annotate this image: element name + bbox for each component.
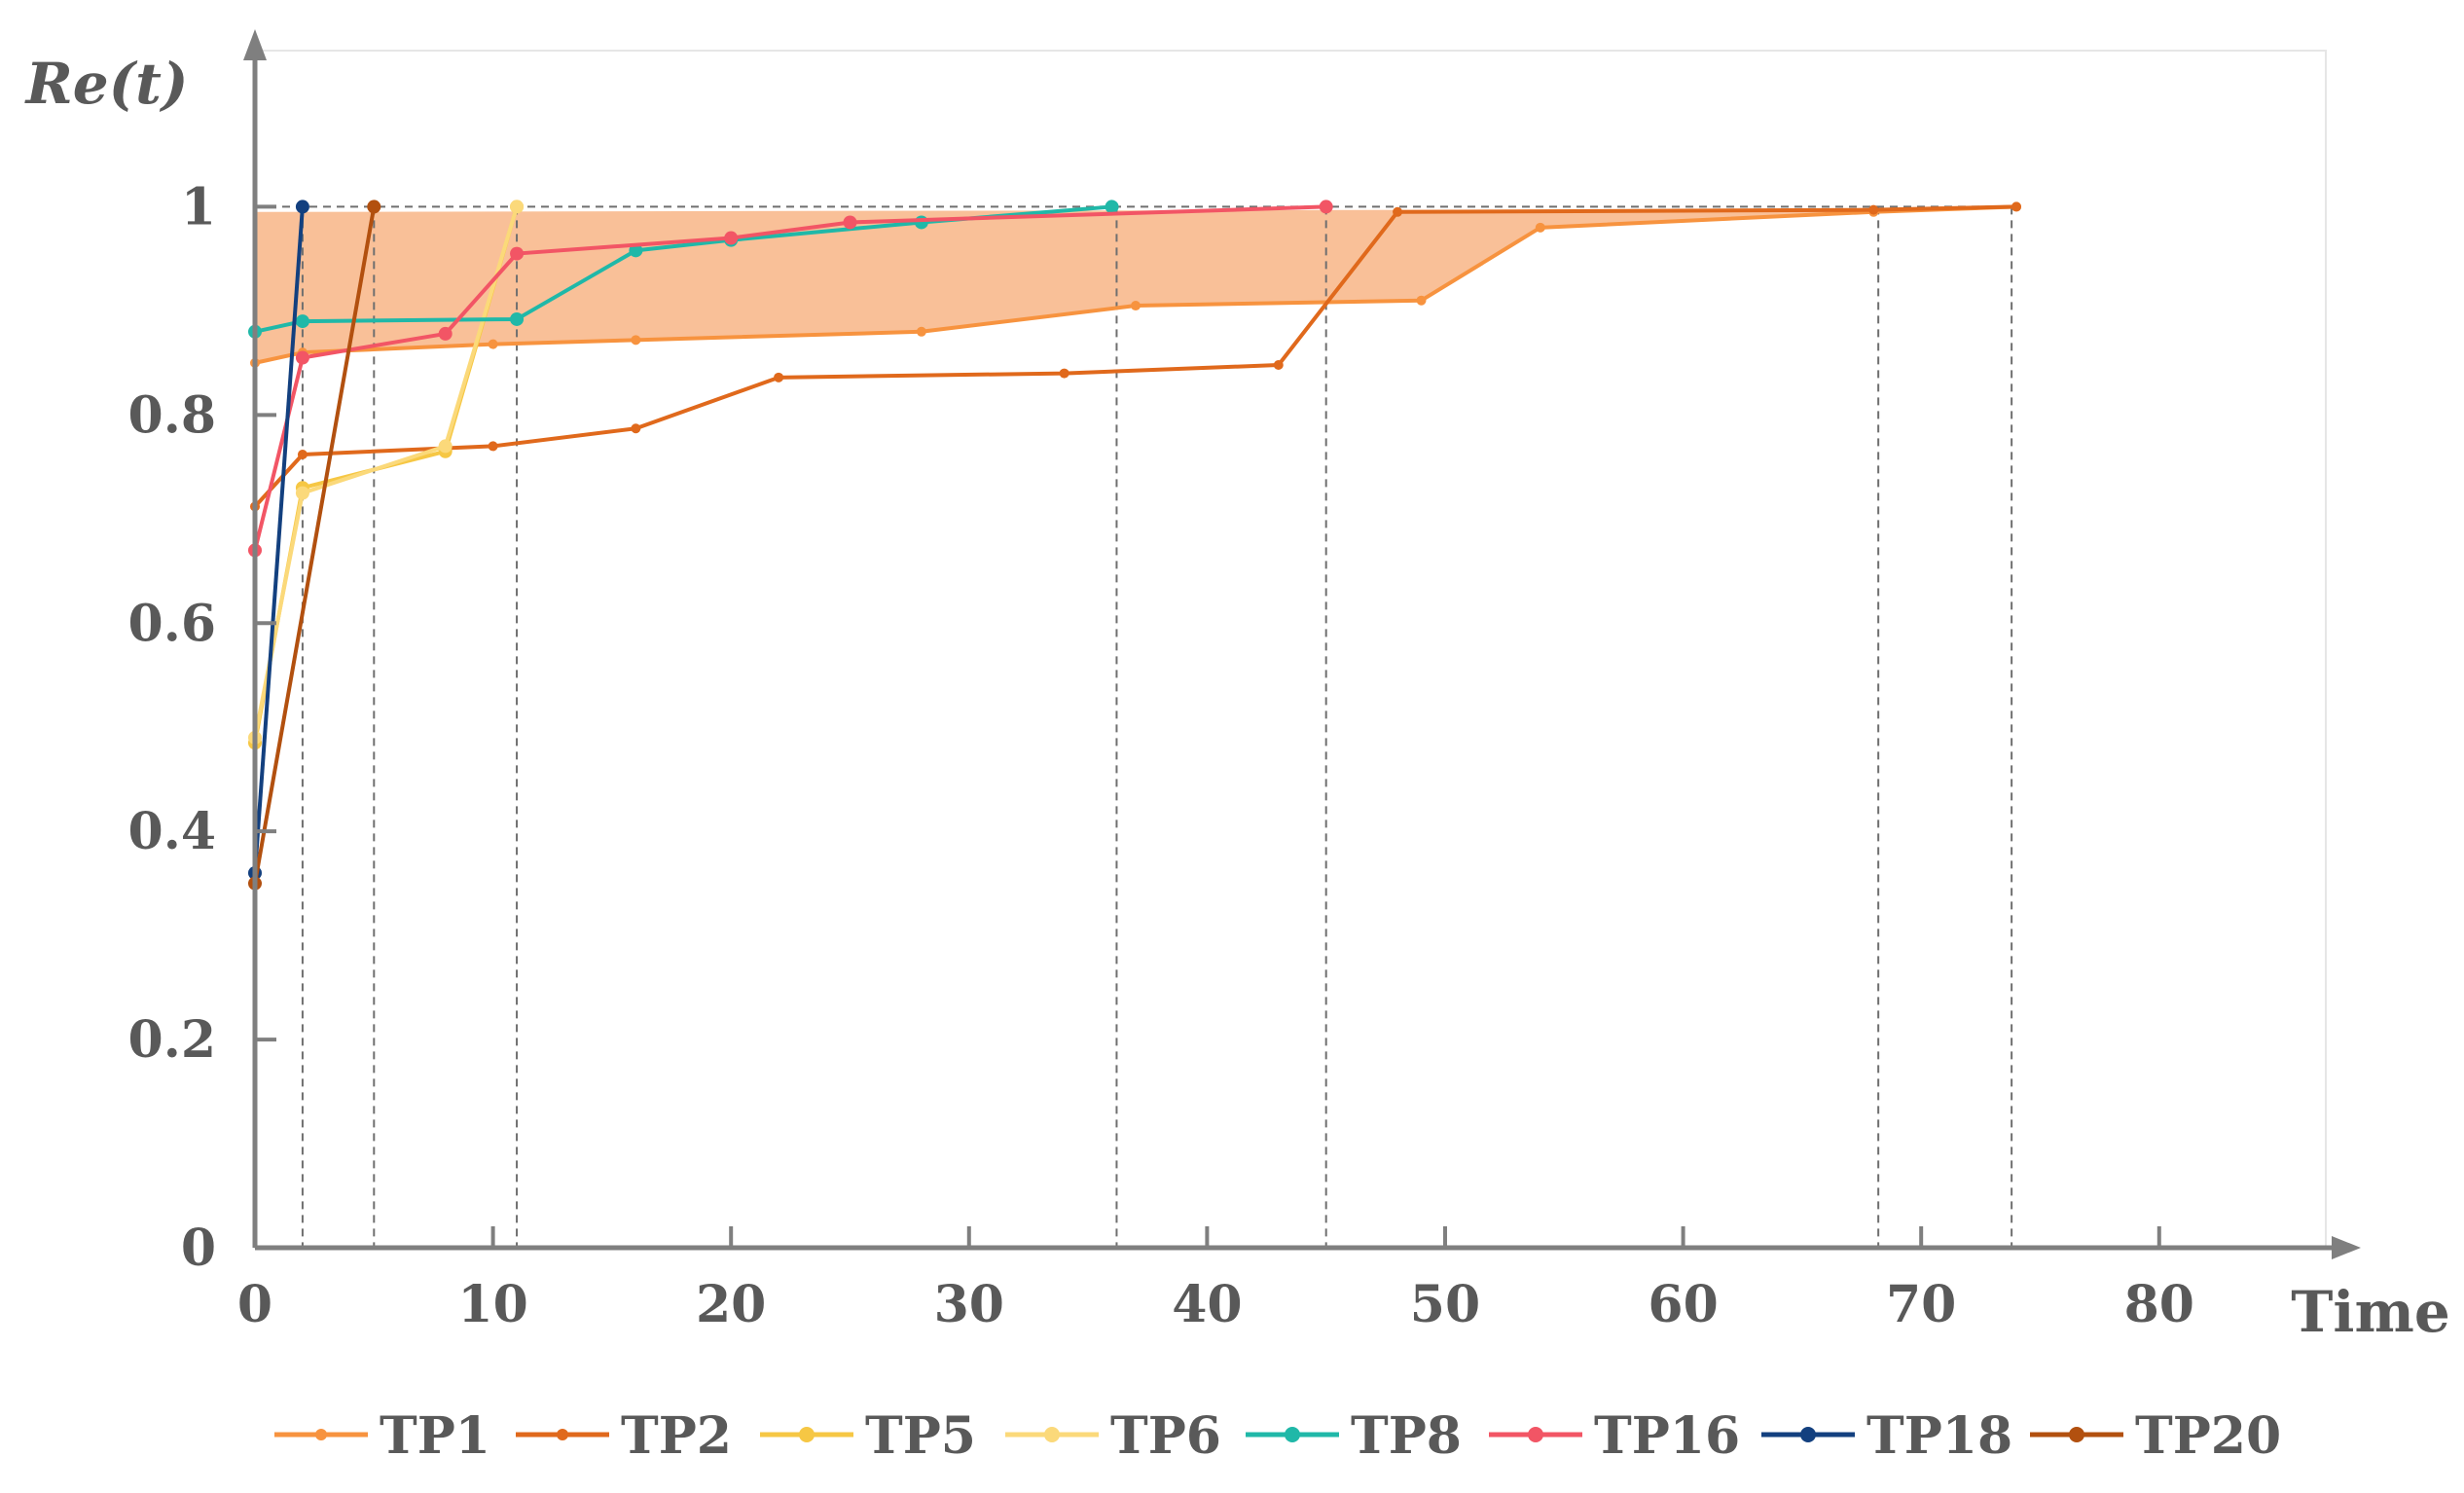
y-tick-label: 0.6	[128, 594, 216, 653]
series-line	[253, 206, 305, 874]
legend-label: TP8	[1351, 1406, 1462, 1466]
x-tick-label: 70	[1886, 1275, 1956, 1334]
data-point	[631, 423, 641, 434]
data-point	[914, 215, 928, 230]
legend-swatch-marker	[315, 1429, 327, 1440]
legend-swatch-marker	[1044, 1427, 1060, 1442]
series-line	[254, 204, 2017, 365]
series-line	[253, 206, 377, 884]
legend-item-tp16: TP16	[1489, 1406, 1740, 1466]
y-axis-label: Re(t)	[24, 51, 189, 117]
legend-label: TP5	[865, 1406, 976, 1466]
legend-item-tp1: TP1	[274, 1406, 490, 1466]
data-point	[1319, 200, 1333, 214]
legend-item-tp8: TP8	[1246, 1406, 1462, 1466]
legend-item-tp18: TP18	[1761, 1406, 2012, 1466]
y-tick-label: 0.4	[128, 802, 216, 861]
axis-layer: 0 10 20 30 40 50 60 70 80 0 0.2 0.4 0.6 0.8 1 Re(t) Time	[24, 29, 2450, 1345]
legend-swatch-marker	[1528, 1427, 1543, 1442]
x-axis-label: Time	[2291, 1279, 2449, 1345]
series-tp20	[248, 200, 381, 891]
x-tick-label: 80	[2124, 1275, 2194, 1334]
x-tick-label: 50	[1410, 1275, 1480, 1334]
data-point	[295, 200, 309, 214]
y-tick-label: 0	[181, 1219, 216, 1278]
data-point	[1131, 301, 1141, 311]
data-point	[1416, 295, 1427, 306]
legend-label: TP16	[1594, 1406, 1740, 1466]
data-point	[631, 335, 641, 346]
x-tick-label: 20	[696, 1275, 766, 1334]
legend-label: TP1	[380, 1406, 490, 1466]
data-point	[843, 215, 857, 230]
legend-item-tp6: TP6	[1005, 1406, 1221, 1466]
data-point	[1105, 200, 1119, 214]
series-line	[253, 205, 519, 739]
data-point	[438, 326, 453, 341]
series-tp16	[248, 200, 1333, 558]
data-point	[297, 449, 308, 459]
data-point	[510, 246, 525, 261]
data-point	[724, 231, 739, 245]
x-tick-label: 60	[1648, 1275, 1718, 1334]
x-tick-label: 0	[237, 1275, 272, 1334]
data-point	[916, 326, 926, 337]
y-tick-label: 1	[181, 177, 216, 237]
legend-swatch-marker	[1285, 1427, 1300, 1442]
guide-layer	[255, 205, 2017, 1248]
data-point	[1059, 368, 1069, 379]
legend-item-tp2: TP2	[516, 1406, 732, 1466]
data-point	[1393, 206, 1403, 217]
y-axis-arrowhead	[243, 29, 267, 60]
band-layer	[255, 206, 2017, 363]
legend-label: TP20	[2135, 1406, 2281, 1466]
y-tick-label: 0.2	[128, 1010, 216, 1070]
y-tick-label: 0.8	[128, 385, 216, 445]
series-line	[253, 204, 2017, 508]
x-axis-arrowhead	[2332, 1236, 2361, 1259]
data-point	[1535, 222, 1545, 233]
x-tick-label: 10	[457, 1275, 527, 1334]
data-point	[774, 372, 784, 382]
legend: TP1 TP2 TP5 TP6 TP8 TP16 TP18 TP20	[274, 1406, 2281, 1466]
data-point	[510, 200, 525, 214]
legend-label: TP2	[621, 1406, 732, 1466]
legend-swatch-marker	[1800, 1427, 1816, 1442]
x-tick-label: 30	[934, 1275, 1004, 1334]
data-point	[1868, 204, 1879, 215]
legend-swatch-marker	[557, 1429, 568, 1440]
data-point	[488, 339, 498, 349]
data-point	[438, 439, 453, 454]
data-point	[2011, 201, 2022, 212]
data-point	[295, 486, 309, 500]
x-tick-label: 40	[1172, 1275, 1242, 1334]
legend-item-tp5: TP5	[760, 1406, 976, 1466]
data-point	[295, 350, 309, 365]
data-point	[295, 314, 309, 329]
legend-swatch-marker	[799, 1427, 815, 1442]
legend-swatch-marker	[2069, 1427, 2084, 1442]
data-point	[510, 311, 525, 326]
legend-item-tp20: TP20	[2030, 1406, 2281, 1466]
shaded-band	[255, 206, 2017, 363]
legend-label: TP6	[1110, 1406, 1221, 1466]
data-point	[488, 441, 498, 452]
legend-label: TP18	[1866, 1406, 2012, 1466]
data-point	[1273, 360, 1284, 371]
data-point	[367, 200, 381, 214]
